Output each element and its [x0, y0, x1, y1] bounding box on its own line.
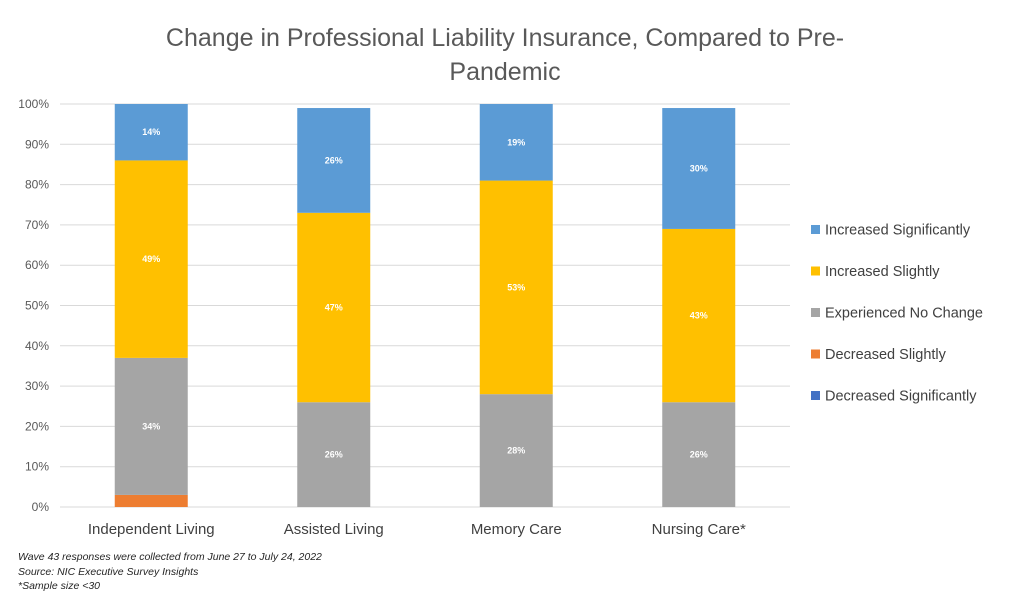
- legend-label: Increased Slightly: [825, 264, 940, 280]
- y-tick-label: 90%: [25, 137, 49, 151]
- x-tick-label: Assisted Living: [284, 521, 384, 538]
- y-tick-label: 20%: [25, 419, 49, 433]
- bar-stack: 28% 53% 19%: [479, 104, 553, 507]
- x-tick-label: Memory Care: [471, 521, 562, 538]
- y-tick-label: 10%: [25, 460, 49, 474]
- data-label: 49%: [142, 254, 160, 264]
- legend: Increased Significantly Increased Slightl…: [811, 223, 983, 405]
- footnote-source: Source: NIC Executive Survey Insights: [18, 565, 199, 578]
- data-label: 53%: [507, 282, 525, 292]
- bar-segment: [479, 104, 553, 181]
- data-label: 47%: [325, 303, 343, 313]
- footnote-wave: Wave 43 responses were collected from Ju…: [18, 551, 322, 563]
- footnotes: Wave 43 responses were collected from Ju…: [18, 550, 322, 594]
- chart-title-line-1: Change in Professional Liability Insuran…: [166, 24, 844, 52]
- bar-segment: [662, 108, 736, 229]
- data-label: 26%: [325, 450, 343, 460]
- chart-title: Change in Professional Liability Insuran…: [166, 24, 844, 86]
- x-axis: Independent Living Assisted Living Memory …: [88, 521, 746, 538]
- legend-swatch: [811, 308, 820, 317]
- data-label: 26%: [325, 155, 343, 165]
- y-axis: 0% 10% 20% 30% 40% 50% 60% 70% 80% 90% 100%: [18, 97, 49, 514]
- legend-item: Increased Significantly: [811, 223, 971, 239]
- data-label: 14%: [142, 127, 160, 137]
- y-tick-label: 40%: [25, 339, 49, 353]
- legend-label: Decreased Slightly: [825, 347, 947, 363]
- bar-segment: [479, 180, 553, 395]
- bar-segment: [114, 494, 188, 507]
- data-label: 26%: [690, 450, 708, 460]
- legend-item: Decreased Slightly: [811, 347, 947, 363]
- y-tick-label: 80%: [25, 178, 49, 192]
- x-tick-label: Nursing Care*: [652, 521, 746, 538]
- data-label: 28%: [507, 446, 525, 456]
- bars: 34% 49% 14% 26% 47% 26% 28% 53% 19% 26% 43% 30%: [114, 104, 736, 507]
- bar-segment: [662, 402, 736, 507]
- legend-item: Decreased Significantly: [811, 389, 977, 405]
- data-label: 30%: [690, 163, 708, 173]
- bar-segment: [479, 394, 553, 507]
- bar-segment: [114, 104, 188, 161]
- legend-label: Decreased Significantly: [825, 389, 977, 405]
- bar-segment: [297, 402, 371, 507]
- bar-segment: [297, 212, 371, 403]
- data-label: 34%: [142, 421, 160, 431]
- y-tick-label: 30%: [25, 379, 49, 393]
- y-tick-label: 60%: [25, 258, 49, 272]
- data-label: 43%: [690, 311, 708, 321]
- legend-label: Increased Significantly: [825, 223, 971, 239]
- legend-swatch: [811, 225, 820, 234]
- bar-segment: [297, 108, 371, 213]
- footnote-sample-size: *Sample size <30: [18, 580, 101, 592]
- bar-stack: 26% 47% 26%: [297, 108, 371, 507]
- bar-segment: [114, 357, 188, 495]
- legend-swatch: [811, 391, 820, 400]
- legend-swatch: [811, 349, 820, 359]
- bar-segment: [114, 160, 188, 358]
- y-tick-label: 0%: [32, 500, 50, 514]
- bar-stack: 34% 49% 14%: [114, 104, 188, 507]
- bar-segment: [662, 228, 736, 403]
- legend-label: Experienced No Change: [825, 306, 983, 322]
- legend-item: Increased Slightly: [811, 264, 940, 280]
- legend-swatch: [811, 266, 820, 276]
- y-tick-label: 100%: [18, 97, 49, 111]
- x-tick-label: Independent Living: [88, 521, 215, 538]
- bar-stack: 26% 43% 30%: [662, 108, 736, 507]
- data-label: 19%: [507, 137, 525, 147]
- y-tick-label: 50%: [25, 299, 49, 313]
- y-tick-label: 70%: [25, 218, 49, 232]
- chart-title-line-2: Pandemic: [449, 58, 560, 86]
- legend-item: Experienced No Change: [811, 306, 983, 322]
